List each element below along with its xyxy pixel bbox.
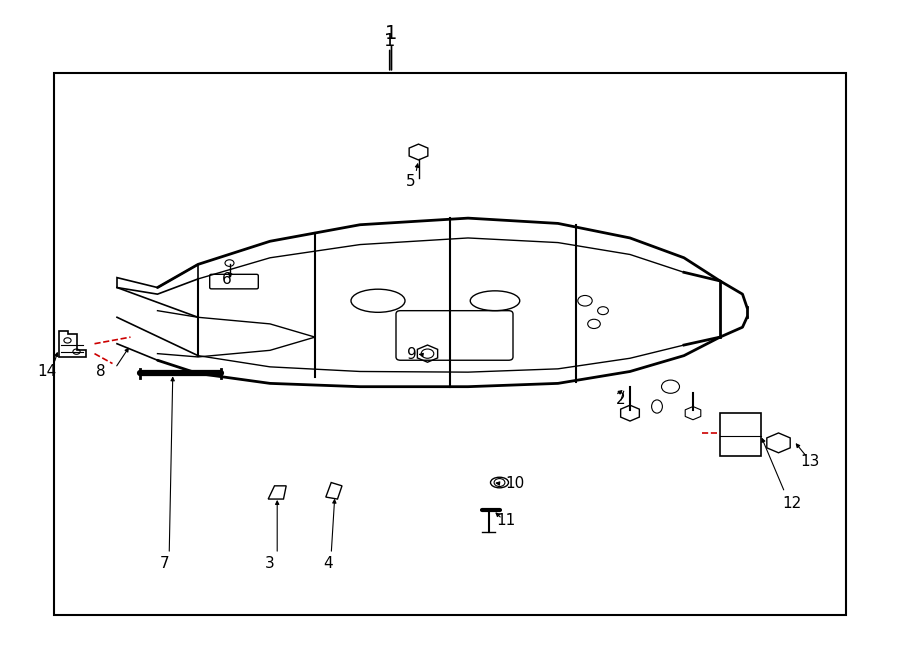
Text: 5: 5 (406, 174, 415, 188)
Text: 3: 3 (266, 556, 274, 570)
Text: 1: 1 (385, 24, 398, 43)
Text: 9: 9 (408, 348, 417, 362)
Text: 1: 1 (384, 32, 395, 50)
Text: 10: 10 (505, 477, 525, 491)
Text: 7: 7 (160, 556, 169, 570)
Text: 4: 4 (324, 556, 333, 570)
Text: 6: 6 (222, 272, 231, 287)
Text: 12: 12 (782, 496, 802, 511)
Text: 11: 11 (496, 514, 516, 528)
Text: 2: 2 (616, 393, 625, 407)
Text: 14: 14 (37, 364, 57, 379)
Text: 13: 13 (800, 454, 820, 469)
Text: 8: 8 (96, 364, 105, 379)
